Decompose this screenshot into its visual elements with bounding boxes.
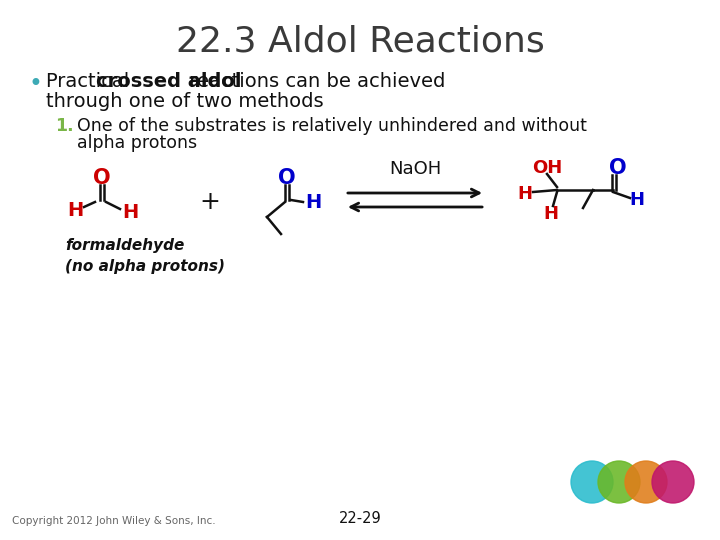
Text: +: + <box>199 190 220 214</box>
Text: 22.3 Aldol Reactions: 22.3 Aldol Reactions <box>176 25 544 59</box>
Text: 22-29: 22-29 <box>338 511 382 526</box>
Text: H: H <box>122 202 138 221</box>
Text: One of the substrates is relatively unhindered and without: One of the substrates is relatively unhi… <box>77 117 587 135</box>
Text: Practical: Practical <box>46 72 135 91</box>
Text: alpha protons: alpha protons <box>77 134 197 152</box>
Text: reactions can be achieved: reactions can be achieved <box>183 72 446 91</box>
Text: crossed aldol: crossed aldol <box>96 72 241 91</box>
Text: H: H <box>67 200 83 219</box>
Text: H: H <box>518 185 533 203</box>
Text: OH: OH <box>532 159 562 177</box>
Ellipse shape <box>598 461 640 503</box>
Ellipse shape <box>571 461 613 503</box>
Ellipse shape <box>625 461 667 503</box>
Text: Copyright 2012 John Wiley & Sons, Inc.: Copyright 2012 John Wiley & Sons, Inc. <box>12 516 215 526</box>
Text: H: H <box>629 191 644 209</box>
Ellipse shape <box>652 461 694 503</box>
Text: O: O <box>609 158 627 178</box>
Text: O: O <box>278 168 296 188</box>
Text: O: O <box>93 168 111 188</box>
Text: formaldehyde
(no alpha protons): formaldehyde (no alpha protons) <box>65 238 225 274</box>
Text: 1.: 1. <box>55 117 73 135</box>
Text: through one of two methods: through one of two methods <box>46 92 323 111</box>
Text: •: • <box>28 72 42 96</box>
Text: NaOH: NaOH <box>389 160 441 178</box>
Text: H: H <box>305 192 321 212</box>
Text: H: H <box>544 205 559 223</box>
